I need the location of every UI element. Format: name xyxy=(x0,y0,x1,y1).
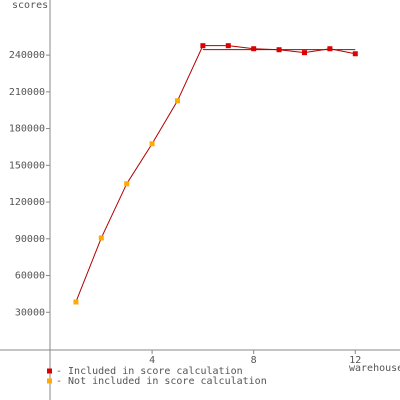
data-line xyxy=(75,45,356,303)
x-axis-label: warehouses xyxy=(349,363,400,374)
x-tick-label: 12 xyxy=(349,355,361,366)
data-point xyxy=(251,46,257,52)
data-point xyxy=(98,235,104,241)
data-point xyxy=(124,181,130,187)
legend-label: - Not included in score calculation xyxy=(56,376,267,387)
y-axis-label: scores xyxy=(12,0,48,11)
data-point xyxy=(149,141,155,147)
data-point xyxy=(352,51,358,57)
data-point xyxy=(327,46,333,52)
y-tick-label: 60000 xyxy=(15,271,45,282)
legend-marker xyxy=(47,378,52,384)
x-tick-label: 8 xyxy=(251,355,257,366)
y-tick-label: 30000 xyxy=(15,307,45,318)
y-tick-label: 210000 xyxy=(9,87,45,98)
y-tick-label: 90000 xyxy=(15,234,45,245)
data-point xyxy=(225,43,231,49)
data-point xyxy=(301,50,307,56)
legend-marker xyxy=(47,368,52,374)
y-tick-label: 120000 xyxy=(9,197,45,208)
x-tick-label: 4 xyxy=(149,355,155,366)
y-tick-label: 180000 xyxy=(9,124,45,135)
data-point xyxy=(73,299,79,305)
y-tick-label: 240000 xyxy=(9,50,45,61)
data-point xyxy=(276,47,282,53)
y-tick-label: 150000 xyxy=(9,160,45,171)
data-point xyxy=(200,43,206,49)
data-point xyxy=(174,98,180,104)
legend-label: - Included in score calculation xyxy=(56,366,243,377)
